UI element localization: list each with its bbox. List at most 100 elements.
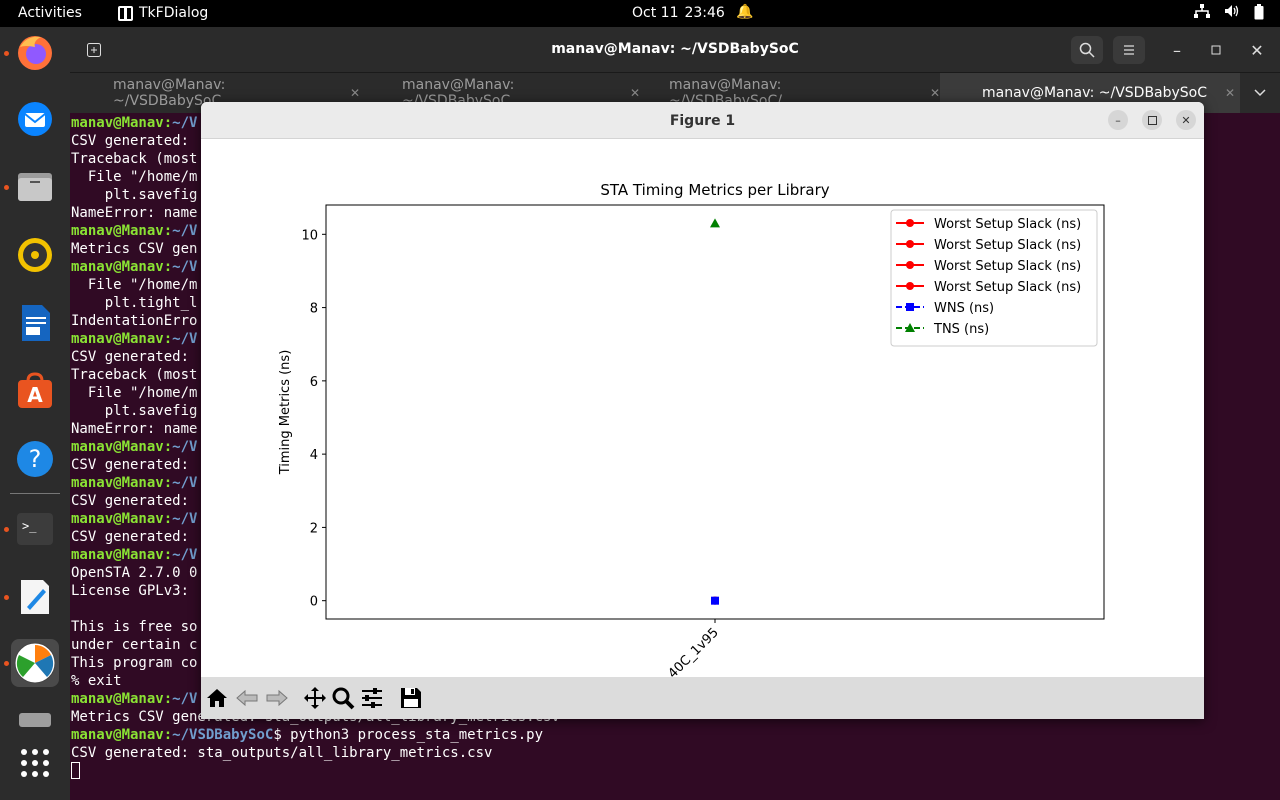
help-icon: ?	[17, 441, 53, 477]
figure-canvas[interactable]: STA Timing Metrics per Library 0 2 4 6 8 10 Tim…	[201, 140, 1204, 677]
menu-button[interactable]	[1113, 36, 1145, 64]
configure-subplots-button[interactable]	[358, 684, 386, 712]
prompt-user: manav@Manav:	[71, 223, 173, 239]
terminal-line: plt.tight_l	[71, 294, 1280, 312]
dock-item-rhythmbox[interactable]	[11, 231, 59, 279]
dock-item-thunderbird[interactable]	[11, 95, 59, 143]
dock-item-matplotlib[interactable]	[11, 639, 59, 687]
terminal-line: manav@Manav:~/V	[71, 438, 1280, 456]
minimize-button[interactable]: –	[1161, 36, 1193, 64]
terminal-line: NameError: name	[71, 204, 1280, 222]
y-tick-label: 10	[301, 228, 318, 243]
legend-label: Worst Setup Slack (ns)	[934, 217, 1081, 232]
terminal-output[interactable]: manav@Manav:~/V CSV generated: Traceback (…	[70, 114, 1280, 800]
maximize-button[interactable]	[1200, 36, 1232, 64]
battery-icon	[1254, 4, 1264, 24]
output-text: under certain c	[71, 637, 198, 653]
figure-minimize-button[interactable]: –	[1108, 110, 1128, 130]
dock-item-drive[interactable]	[11, 707, 59, 727]
y-tick-label: 0	[310, 595, 318, 610]
legend-label: Worst Setup Slack (ns)	[934, 238, 1081, 253]
pan-icon	[304, 687, 326, 709]
terminal-icon: >_	[17, 513, 53, 545]
x-tick-label: 40C_1v95	[666, 625, 722, 677]
terminal-line: License GPLv3:	[71, 582, 1280, 600]
prompt-user: manav@Manav:	[71, 547, 173, 563]
show-apps-button[interactable]	[11, 739, 59, 787]
legend-marker	[906, 240, 914, 248]
terminal-line: CSV generated:	[71, 528, 1280, 546]
forward-button[interactable]	[263, 684, 291, 712]
dock-item-writer[interactable]	[11, 299, 59, 347]
tk-app-icon	[118, 5, 133, 21]
app-menu[interactable]: TkFDialog	[118, 5, 208, 21]
tabs-overflow-button[interactable]	[1244, 79, 1276, 107]
activities-button[interactable]: Activities	[18, 5, 82, 21]
pan-button[interactable]	[301, 684, 329, 712]
back-button[interactable]	[233, 684, 261, 712]
output-text: Metrics CSV gen	[71, 241, 198, 257]
text-editor-icon	[21, 580, 49, 614]
dock-item-text-editor[interactable]	[11, 573, 59, 621]
legend-label: TNS (ns)	[933, 322, 989, 337]
prompt-path: ~/V	[172, 691, 198, 707]
output-text: Traceback (most	[71, 367, 198, 383]
terminal-line: CSV generated:	[71, 456, 1280, 474]
terminal-line: manav@Manav:~/V	[71, 258, 1280, 276]
terminal-header: manav@Manav: ~/VSDBabySoC – ✕	[70, 27, 1280, 73]
prompt-path: ~/V	[172, 259, 198, 275]
terminal-line: manav@Manav:~/V	[71, 114, 1280, 132]
terminal-line: File "/home/m	[71, 384, 1280, 402]
zoom-button[interactable]	[329, 684, 357, 712]
dock-item-help[interactable]: ?	[11, 435, 59, 483]
figure-maximize-button[interactable]	[1142, 110, 1162, 130]
search-button[interactable]	[1071, 36, 1103, 64]
terminal-line: File "/home/m	[71, 168, 1280, 186]
figure-close-button[interactable]: ✕	[1176, 110, 1196, 130]
prompt-user: manav@Manav:	[71, 259, 173, 275]
tab-1[interactable]: manav@Manav: ~/VSDBabySoC ✕	[70, 73, 360, 113]
terminal-line: manav@Manav:~/V	[71, 690, 1280, 708]
firefox-icon	[18, 36, 52, 70]
home-button[interactable]	[203, 684, 231, 712]
save-button[interactable]	[397, 684, 425, 712]
close-tab-icon[interactable]: ✕	[629, 86, 640, 100]
svg-text:>_: >_	[22, 519, 37, 533]
app-center-icon: A	[18, 372, 52, 408]
dock-item-files[interactable]	[11, 163, 59, 211]
close-tab-icon[interactable]: ✕	[929, 86, 940, 100]
terminal-line: This is free so	[71, 618, 1280, 636]
terminal-line: manav@Manav:~/V	[71, 510, 1280, 528]
legend-marker	[905, 323, 915, 332]
prompt-path: ~/V	[172, 331, 198, 347]
dock-item-terminal[interactable]: >_	[11, 505, 59, 553]
figure-titlebar[interactable]: Figure 1 – ✕	[201, 102, 1204, 139]
y-tick-label: 6	[310, 375, 318, 390]
terminal-line: manav@Manav:~/V	[71, 222, 1280, 240]
prompt-user: manav@Manav:	[71, 439, 173, 455]
system-tray[interactable]	[1194, 4, 1264, 24]
minimize-icon: –	[1115, 113, 1121, 127]
dock-item-app-center[interactable]: A	[11, 367, 59, 415]
close-icon: ✕	[1250, 40, 1264, 60]
new-tab-button[interactable]	[78, 36, 110, 64]
clock[interactable]: Oct 11 23:46	[632, 5, 725, 21]
minimize-icon: –	[1173, 40, 1181, 60]
output-text: Traceback (most	[71, 151, 198, 167]
drive-icon	[19, 713, 51, 727]
network-icon	[1194, 4, 1210, 24]
terminal-line: Metrics CSV gen	[71, 240, 1280, 258]
prompt-path: ~/V	[172, 223, 198, 239]
close-tab-icon[interactable]: ✕	[349, 86, 360, 100]
close-tab-icon[interactable]: ✕	[1225, 86, 1236, 100]
close-button[interactable]: ✕	[1241, 36, 1273, 64]
save-icon	[401, 688, 421, 708]
legend-box	[890, 209, 1098, 347]
figure-window: Figure 1 – ✕ STA Timing Metrics per Libr…	[201, 102, 1204, 719]
dock-item-firefox[interactable]	[11, 29, 59, 77]
terminal-line: IndentationErro	[71, 312, 1280, 330]
prompt-path: ~/V	[172, 115, 198, 131]
notification-bell-icon[interactable]: 🔔	[736, 4, 754, 20]
legend-label: Worst Setup Slack (ns)	[934, 280, 1081, 295]
legend-label: Worst Setup Slack (ns)	[934, 259, 1081, 274]
